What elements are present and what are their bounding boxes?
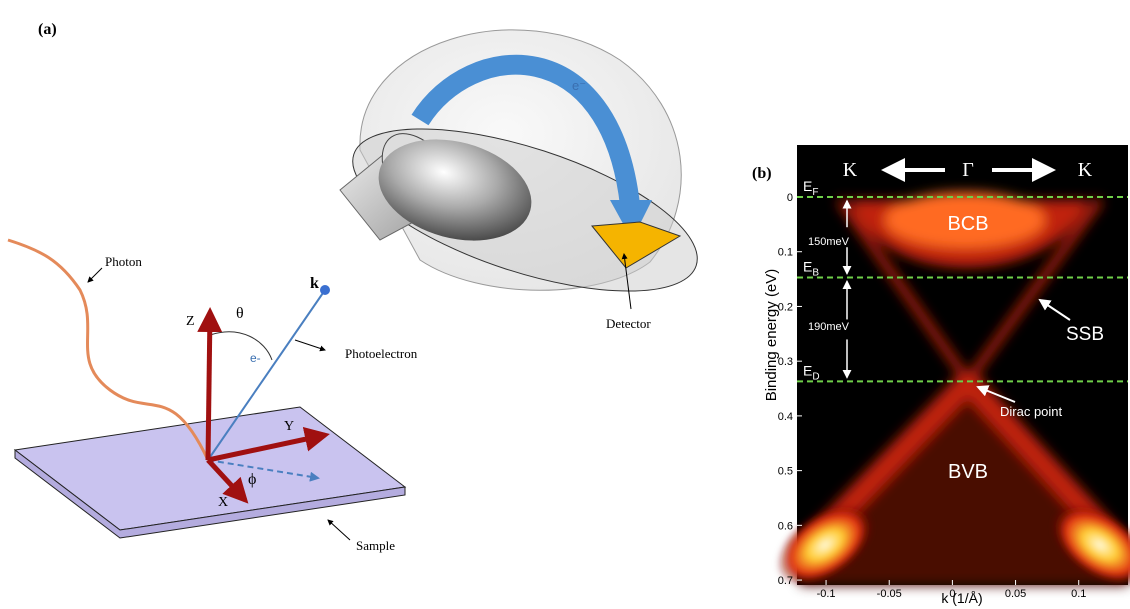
direction-label: Γ xyxy=(962,159,974,181)
phi-label: ϕ xyxy=(248,471,256,488)
y-tick-label: 0.3 xyxy=(778,356,793,368)
y-tick-label: 0.1 xyxy=(778,247,793,259)
sample-label: Sample xyxy=(356,538,395,553)
band-label: BCB xyxy=(947,213,988,235)
level-sub: B xyxy=(812,267,819,278)
panel-label: (b) xyxy=(752,165,772,182)
level-base: E xyxy=(803,362,812,378)
y-tick-label: 0.5 xyxy=(778,466,793,478)
theta-arc xyxy=(210,332,272,360)
x-label: X xyxy=(218,495,228,510)
level-sub: D xyxy=(812,371,819,382)
x-tick-label: -0.05 xyxy=(877,588,902,600)
band-label: BVB xyxy=(948,461,988,483)
z-axis xyxy=(208,312,210,460)
theta-label: θ xyxy=(236,305,244,322)
x-axis-label: k (1/Å) xyxy=(941,590,982,606)
x-tick-label: 0 xyxy=(949,588,955,600)
level-sub: F xyxy=(812,187,818,198)
k-point xyxy=(320,285,330,295)
figure: (a) e⁻ Detector Sample Photon k e- Photo… xyxy=(0,0,1130,609)
y-tick-label: 0.4 xyxy=(778,411,793,423)
photoelectron-label: Photoelectron xyxy=(345,346,418,361)
electron-label: e⁻ xyxy=(572,78,586,93)
y-tick-label: 0 xyxy=(787,192,793,204)
y-tick-label: 0.7 xyxy=(778,575,793,587)
pointer xyxy=(88,268,102,282)
band-label: SSB xyxy=(1066,324,1104,345)
photon-label: Photon xyxy=(105,254,142,269)
pointer xyxy=(295,340,325,350)
dirac-label: Dirac point xyxy=(1000,404,1063,419)
gap-label: 190meV xyxy=(808,321,850,333)
x-tick-label: 0.1 xyxy=(1071,588,1086,600)
detector-label: Detector xyxy=(606,316,651,331)
z-label: Z xyxy=(186,314,195,329)
direction-label: K xyxy=(1078,159,1093,181)
y-tick-label: 0.6 xyxy=(778,520,793,532)
electron-label: e- xyxy=(250,351,261,365)
level-base: E xyxy=(803,178,812,194)
y-label: Y xyxy=(284,419,294,434)
gap-label: 150meV xyxy=(808,236,850,248)
pointer xyxy=(328,520,350,540)
direction-label: K xyxy=(843,159,858,181)
x-tick-label: -0.1 xyxy=(817,588,836,600)
y-axis-label: Binding energy (eV) xyxy=(763,269,780,402)
y-tick-label: 0.2 xyxy=(778,301,793,313)
level-base: E xyxy=(803,258,812,274)
k-label: k xyxy=(310,275,319,292)
panel-label: (a) xyxy=(38,21,57,38)
x-tick-label: 0.05 xyxy=(1005,588,1026,600)
panel-a: (a) e⁻ Detector Sample Photon k e- Photo… xyxy=(8,21,715,553)
